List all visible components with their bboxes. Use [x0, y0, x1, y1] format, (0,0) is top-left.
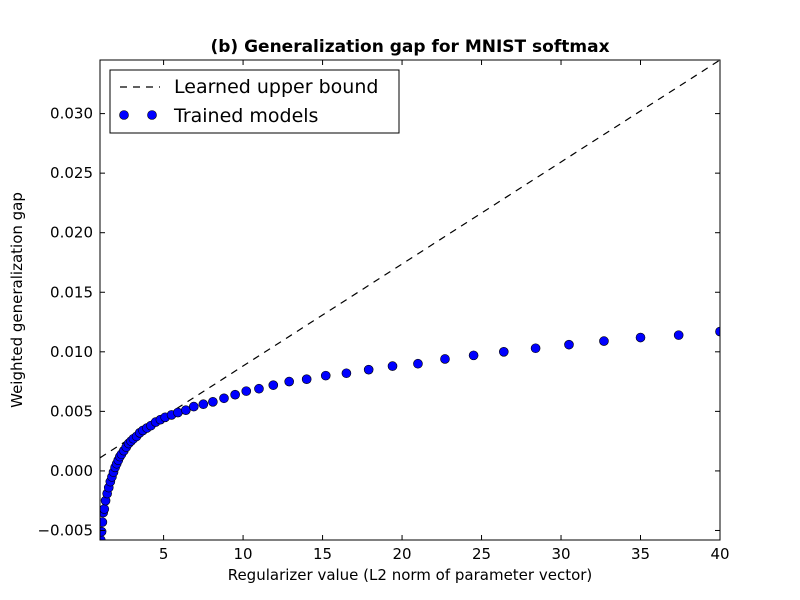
trained-model-point [387, 361, 398, 371]
y-tick-label: 0.015 [50, 283, 93, 301]
trained-model-point [564, 339, 574, 350]
x-tick-label: 20 [393, 545, 412, 563]
trained-model-point [673, 330, 684, 340]
upper-bound-line [100, 60, 720, 459]
trained-model-point [173, 407, 183, 418]
legend-box [109, 69, 400, 134]
trained-model-point [100, 504, 110, 514]
x-tick-label: 15 [313, 545, 332, 563]
plot-frame [99, 59, 721, 541]
trained-model-point [413, 358, 423, 369]
legend-entry-upper-bound: Learned upper bound [174, 76, 378, 98]
trained-model-point [181, 405, 191, 415]
series-group [100, 60, 720, 540]
plot-series [100, 60, 720, 540]
y-tick-label: 0.025 [50, 164, 93, 182]
trained-model-point [715, 326, 720, 337]
trained-model-point [188, 401, 199, 412]
x-tick-label: 40 [710, 545, 729, 563]
trained-model-point [219, 393, 229, 404]
x-tick-label: 10 [234, 545, 253, 563]
x-axis-label: Regularizer value (L2 norm of parameter … [228, 566, 593, 584]
y-tick-label: 0.000 [50, 462, 93, 480]
trained-model-point [254, 383, 264, 394]
trained-model-point [440, 354, 450, 364]
trained-model-point [198, 399, 209, 410]
y-tick-label: 0.020 [50, 224, 93, 242]
trained-model-point [341, 368, 352, 379]
trained-model-point [635, 332, 646, 343]
trained-model-point [498, 347, 509, 357]
x-tick-label: 5 [159, 545, 169, 563]
y-tick-label: 0.005 [50, 402, 93, 420]
trained-model-point [530, 343, 541, 354]
x-tick-label: 30 [551, 545, 570, 563]
trained-model-point [363, 364, 374, 375]
trained-model-point [599, 336, 609, 346]
trained-model-point [230, 389, 240, 400]
trained-model-point [301, 374, 312, 385]
trained-model-point [320, 370, 331, 381]
legend-dot-marker [147, 110, 157, 120]
trained-model-point [284, 376, 294, 387]
y-tick-label: 0.010 [50, 343, 93, 361]
trained-model-point [100, 517, 108, 527]
x-tick-label: 35 [631, 545, 650, 563]
x-tick-label: 25 [472, 545, 491, 563]
chart-title: (b) Generalization gap for MNIST softmax [210, 37, 609, 57]
legend-entry-trained-models: Trained models [173, 105, 318, 127]
y-tick-label: 0.030 [50, 105, 93, 123]
axis-ticks: 5 10 15 20 25 30 35 40 −0.005 0.000 0.005 0.010 0.01… [37, 60, 730, 563]
trained-model-point [241, 386, 252, 396]
trained-model-point [208, 397, 218, 407]
legend: Learned upper bound Trained models [109, 69, 400, 134]
legend-dot-marker [119, 110, 129, 120]
trained-model-point [268, 380, 279, 390]
trained-model-point [468, 350, 479, 361]
y-tick-label: −0.005 [37, 521, 93, 539]
trained-model-point [100, 526, 107, 537]
y-axis-label: Weighted generalization gap [8, 192, 26, 408]
